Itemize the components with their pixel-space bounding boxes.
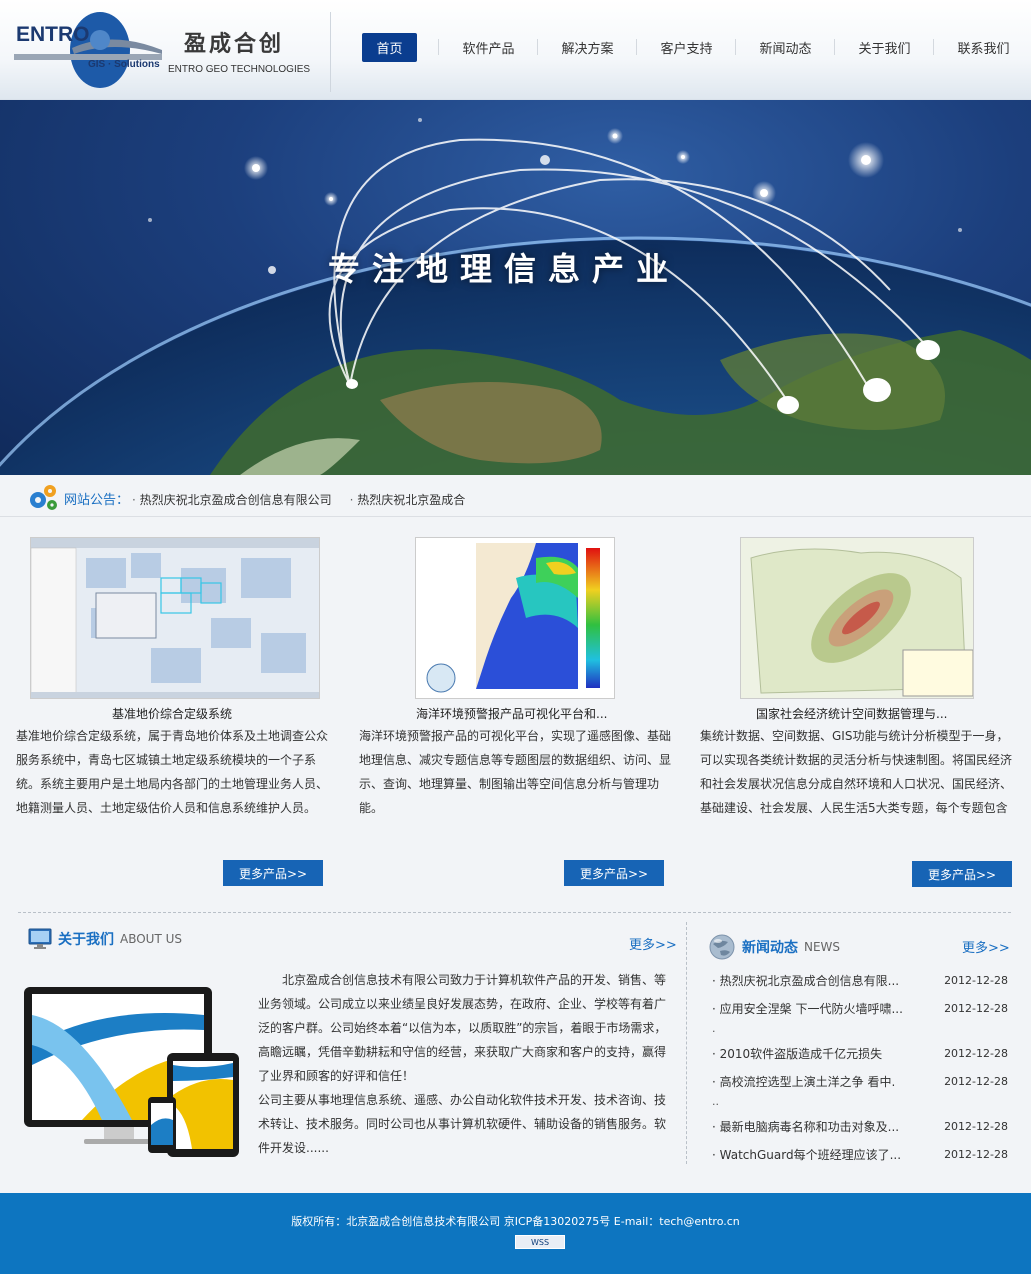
banner-earth-graphic <box>0 118 1031 475</box>
nav-contact-label: 联系我们 <box>957 41 1010 57</box>
about-more-link[interactable]: 更多>> <box>629 938 677 953</box>
news-title: 新闻动态 <box>742 940 798 956</box>
news-item-title[interactable]: 最新电脑病毒名称和功击对象及... <box>712 1118 899 1135</box>
logo-text: ENTRO <box>16 23 90 46</box>
product-title[interactable]: 海洋环境预警报产品可视化平台和... <box>416 707 608 721</box>
logo[interactable]: ENTRO GIS · Solutions 盈成合创 ENTRO GEO TEC… <box>12 10 312 92</box>
product-title[interactable]: 基准地价综合定级系统 <box>112 707 233 721</box>
hero-banner: 专注地理信息产业 <box>0 100 1031 475</box>
more-products-button[interactable]: 更多产品>> <box>912 861 1012 887</box>
product-title[interactable]: 国家社会经济统计空间数据管理与... <box>756 707 948 721</box>
news-item-title[interactable]: 应用安全涅槃 下一代防火墙呼啸... <box>712 1000 903 1017</box>
copyright-text: 版权所有：北京盈成合创信息技术有限公司 京ICP备13020275号 E-mai… <box>291 1215 740 1228</box>
news-item-date: 2012-12-28 <box>944 1046 1008 1060</box>
product-thumbnail[interactable] <box>30 537 320 699</box>
statistics-map <box>741 538 973 698</box>
nav-home-label: 首页 <box>362 32 417 62</box>
nav-software-products[interactable]: 软件产品 <box>439 33 538 61</box>
nav-news-label: 新闻动态 <box>759 41 812 57</box>
news-item-title[interactable]: WatchGuard每个班经理应该了... <box>712 1146 901 1163</box>
nav-software-products-label: 软件产品 <box>462 41 515 57</box>
notice-label: 网站公告： <box>64 493 130 508</box>
company-name-cn: 盈成合创 <box>184 31 285 57</box>
news-item-overflow: .. <box>712 1095 719 1108</box>
product-description: 基准地价综合定级系统，属于青岛地价体系及土地调查公众服务系统中，青岛七区城镇土地… <box>16 729 329 815</box>
news-item[interactable]: WatchGuard每个班经理应该了... 2012-12-28 <box>712 1140 1008 1168</box>
notice-item[interactable]: 热烈庆祝北京盈成合 <box>350 491 465 508</box>
logo-subtext: GIS · Solutions <box>88 59 160 70</box>
nav-contact[interactable]: 联系我们 <box>934 33 1031 61</box>
company-name-en: ENTRO GEO TECHNOLOGIES <box>168 64 311 75</box>
more-products-button[interactable]: 更多产品>> <box>223 860 323 886</box>
globe-icon <box>709 934 735 960</box>
nav-news[interactable]: 新闻动态 <box>736 33 835 61</box>
notice-ticker: 热烈庆祝北京盈成合创信息有限公司 热烈庆祝北京盈成合 <box>132 491 466 508</box>
product-thumbnail[interactable] <box>740 537 974 699</box>
product-description: 海洋环境预警报产品的可视化平台，实现了遥感图像、基础地理信息、减灾专题信息等专题… <box>359 729 672 815</box>
product-thumbnail[interactable] <box>415 537 615 699</box>
section-divider <box>18 912 1011 913</box>
footer-badge[interactable]: WSS <box>515 1235 565 1249</box>
banner-slogan: 专注地理信息产业 <box>328 250 681 288</box>
gear-icon <box>30 485 57 510</box>
nav-customer-support-label: 客户支持 <box>660 41 713 57</box>
news-item[interactable]: 高校流控选型上演土洋之争 看中. 2012-12-28 <box>712 1067 1008 1095</box>
about-title-en: ABOUT US <box>120 932 183 946</box>
news-heading: 新闻动态 NEWS <box>708 933 840 961</box>
column-divider <box>686 922 687 1164</box>
footer: 版权所有：北京盈成合创信息技术有限公司 京ICP备13020275号 E-mai… <box>0 1193 1031 1274</box>
nav-home[interactable]: 首页 <box>340 32 439 62</box>
news-item[interactable]: 应用安全涅槃 下一代防火墙呼啸... 2012-12-28 <box>712 994 1008 1022</box>
about-illustration <box>22 985 242 1160</box>
news-item-date: 2012-12-28 <box>944 1074 1008 1088</box>
gis-software-screenshot <box>31 538 319 698</box>
logo-graphic <box>14 12 162 88</box>
header-divider <box>330 12 331 92</box>
nav-solutions[interactable]: 解决方案 <box>538 33 637 61</box>
news-item-title[interactable]: 高校流控选型上演土洋之争 看中. <box>712 1073 896 1090</box>
about-paragraph: 公司主要从事地理信息系统、遥感、办公自动化软件技术开发、技术咨询、技术转让、技术… <box>258 1093 667 1155</box>
news-title-en: NEWS <box>804 940 841 954</box>
news-item-title[interactable]: 2010软件盗版造成千亿元损失 <box>712 1045 883 1062</box>
header: ENTRO GIS · Solutions 盈成合创 ENTRO GEO TEC… <box>0 0 1031 100</box>
nav-about[interactable]: 关于我们 <box>835 33 934 61</box>
nav-customer-support[interactable]: 客户支持 <box>637 33 736 61</box>
about-paragraph: 北京盈成合创信息技术有限公司致力于计算机软件产品的开发、销售、等业务领域。公司成… <box>258 973 667 1083</box>
news-item[interactable]: 最新电脑病毒名称和功击对象及... 2012-12-28 <box>712 1112 1008 1140</box>
product-description: 集统计数据、空间数据、GIS功能与统计分析模型于一身，可以实现各类统计数据的灵活… <box>700 729 1013 815</box>
main-nav: 首页 软件产品 解决方案 客户支持 新闻动态 关于我们 联系我们 <box>340 32 1031 62</box>
news-more-link[interactable]: 更多>> <box>962 941 1010 956</box>
about-title: 关于我们 <box>58 932 114 948</box>
news-item-date: 2012-12-28 <box>944 1147 1008 1161</box>
news-item[interactable]: 2010软件盗版造成千亿元损失 2012-12-28 <box>712 1039 1008 1067</box>
notice-item[interactable]: 热烈庆祝北京盈成合创信息有限公司 <box>132 491 332 508</box>
news-item-date: 2012-12-28 <box>944 1001 1008 1015</box>
about-heading: 关于我们 ABOUT US <box>28 928 182 950</box>
about-content: 北京盈成合创信息技术有限公司致力于计算机软件产品的开发、销售、等业务领域。公司成… <box>258 968 668 1160</box>
news-item-overflow: . <box>712 1022 716 1035</box>
monitor-icon <box>28 928 52 949</box>
devices-illustration <box>24 987 239 1157</box>
news-item-title[interactable]: 热烈庆祝北京盈成合创信息有限... <box>712 972 899 989</box>
ocean-forecast-map <box>416 538 614 698</box>
nav-about-label: 关于我们 <box>858 41 911 57</box>
more-products-button[interactable]: 更多产品>> <box>564 860 664 886</box>
news-list: 热烈庆祝北京盈成合创信息有限... 2012-12-28 应用安全涅槃 下一代防… <box>712 966 1008 1168</box>
news-item-date: 2012-12-28 <box>944 973 1008 987</box>
news-item-date: 2012-12-28 <box>944 1119 1008 1133</box>
nav-solutions-label: 解决方案 <box>561 41 614 57</box>
news-item[interactable]: 热烈庆祝北京盈成合创信息有限... 2012-12-28 <box>712 966 1008 994</box>
notice-bar: 网站公告： 热烈庆祝北京盈成合创信息有限公司 热烈庆祝北京盈成合 <box>0 475 1031 517</box>
